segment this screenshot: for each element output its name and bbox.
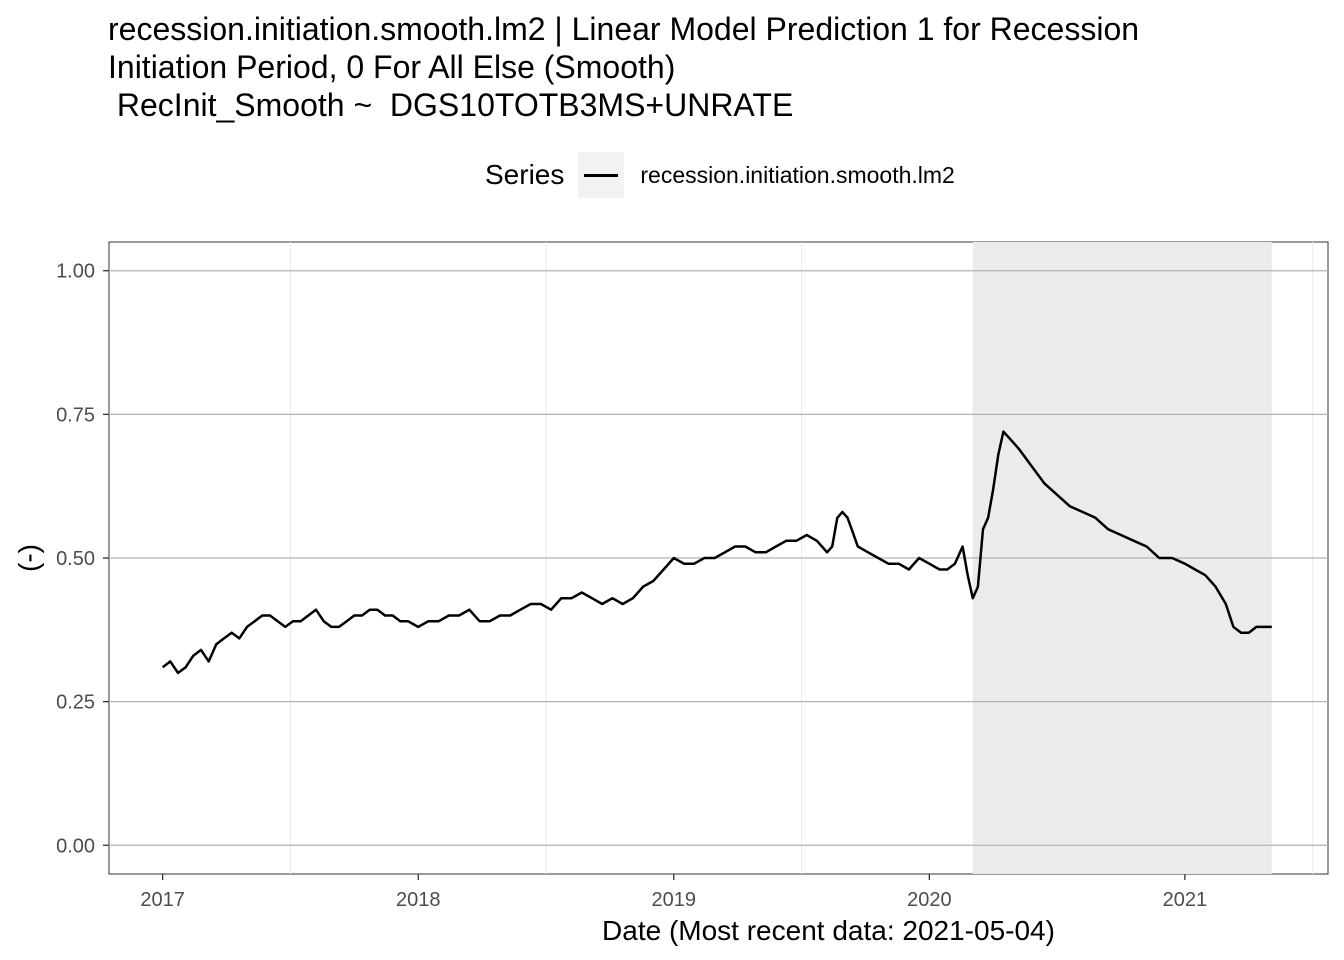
y-axis-title: (-) xyxy=(13,544,44,572)
y-tick-label: 1.00 xyxy=(56,261,95,283)
legend-key xyxy=(578,152,625,198)
x-tick-label: 2018 xyxy=(396,889,441,911)
x-tick-label: 2020 xyxy=(907,889,952,911)
x-tick-label: 2019 xyxy=(652,889,697,911)
chart-title-line-2: Initiation Period, 0 For All Else (Smoot… xyxy=(108,49,676,85)
chart-title-line-3: RecInit_Smooth ~ DGS10TOTB3MS+UNRATE xyxy=(108,87,794,123)
x-tick-label: 2017 xyxy=(140,889,185,911)
x-axis-title: Date (Most recent data: 2021-05-04) xyxy=(602,915,1055,946)
legend: Series recession.initiation.smooth.lm2 xyxy=(485,152,955,198)
legend-key-line xyxy=(584,174,619,177)
x-tick-label: 2021 xyxy=(1163,889,1208,911)
legend-title: Series xyxy=(485,159,565,190)
legend-label: recession.initiation.smooth.lm2 xyxy=(640,161,955,188)
chart-title: recession.initiation.smooth.lm2 | Linear… xyxy=(108,10,1139,124)
y-tick-label: 0.50 xyxy=(56,548,95,570)
y-tick-label: 0.00 xyxy=(56,835,95,857)
y-tick-label: 0.25 xyxy=(56,692,95,714)
series-line xyxy=(161,430,1272,675)
y-tick-label: 0.75 xyxy=(56,404,95,426)
chart-title-line-1: recession.initiation.smooth.lm2 | Linear… xyxy=(108,11,1140,47)
